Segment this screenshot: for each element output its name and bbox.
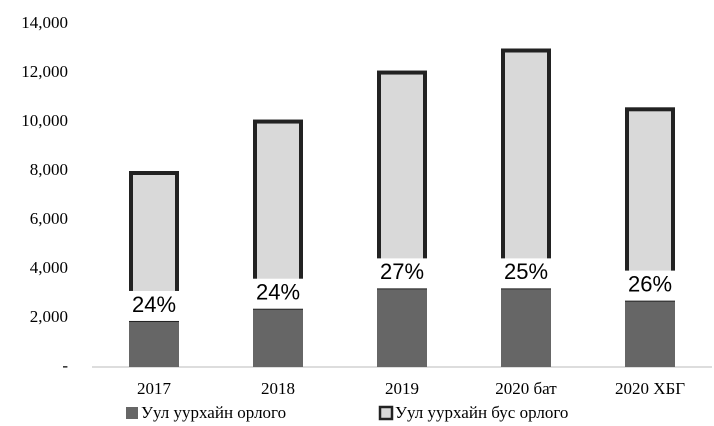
share-label-bg: [376, 258, 428, 289]
y-tick-label: -: [62, 356, 68, 375]
bar-segment: [253, 307, 303, 367]
y-tick-label: 12,000: [21, 62, 68, 81]
y-tick-label: 14,000: [21, 13, 68, 32]
share-label: 24%: [132, 292, 176, 317]
x-tick-label: 2020 ХБГ: [615, 379, 685, 398]
x-tick-label: 2017: [137, 379, 172, 398]
bar-segment: [377, 70, 427, 290]
share-label-bg: [624, 270, 676, 301]
x-tick-label: 2018: [261, 379, 295, 398]
legend-label: Уул уурхайн бус орлого: [395, 403, 568, 422]
share-label-bg: [500, 258, 552, 289]
share-label: 24%: [256, 280, 300, 305]
y-tick-label: 2,000: [30, 307, 68, 326]
y-tick-label: 6,000: [30, 209, 68, 228]
legend-swatch: [378, 405, 394, 421]
bar-segment: [501, 287, 551, 367]
y-tick-label: 10,000: [21, 111, 68, 130]
bar-segment: [377, 287, 427, 367]
y-tick-label: 4,000: [30, 258, 68, 277]
x-tick-label: 2020 бат: [495, 379, 557, 398]
y-tick-label: 8,000: [30, 160, 68, 179]
share-label-bg: [252, 278, 304, 309]
legend-label: Уул уурхайн орлого: [141, 403, 286, 422]
bar-segment: [501, 48, 551, 290]
bar-segment: [625, 107, 675, 302]
share-label: 26%: [628, 271, 672, 296]
x-tick-label: 2019: [385, 379, 419, 398]
legend-swatch: [126, 407, 138, 419]
share-label: 25%: [504, 259, 548, 284]
bar-segment: [129, 319, 179, 367]
share-label-bg: [128, 290, 180, 321]
share-label: 27%: [380, 259, 424, 284]
bar-segment: [625, 299, 675, 367]
